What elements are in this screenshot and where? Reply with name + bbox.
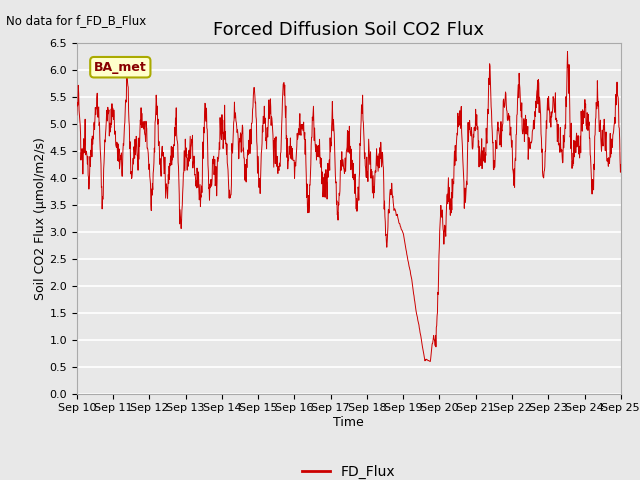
X-axis label: Time: Time — [333, 416, 364, 429]
Text: No data for f_FD_B_Flux: No data for f_FD_B_Flux — [6, 14, 147, 27]
Y-axis label: Soil CO2 Flux (μmol/m2/s): Soil CO2 Flux (μmol/m2/s) — [33, 137, 47, 300]
Title: Forced Diffusion Soil CO2 Flux: Forced Diffusion Soil CO2 Flux — [213, 21, 484, 39]
Legend: FD_Flux: FD_Flux — [296, 459, 401, 480]
Text: BA_met: BA_met — [94, 61, 147, 74]
